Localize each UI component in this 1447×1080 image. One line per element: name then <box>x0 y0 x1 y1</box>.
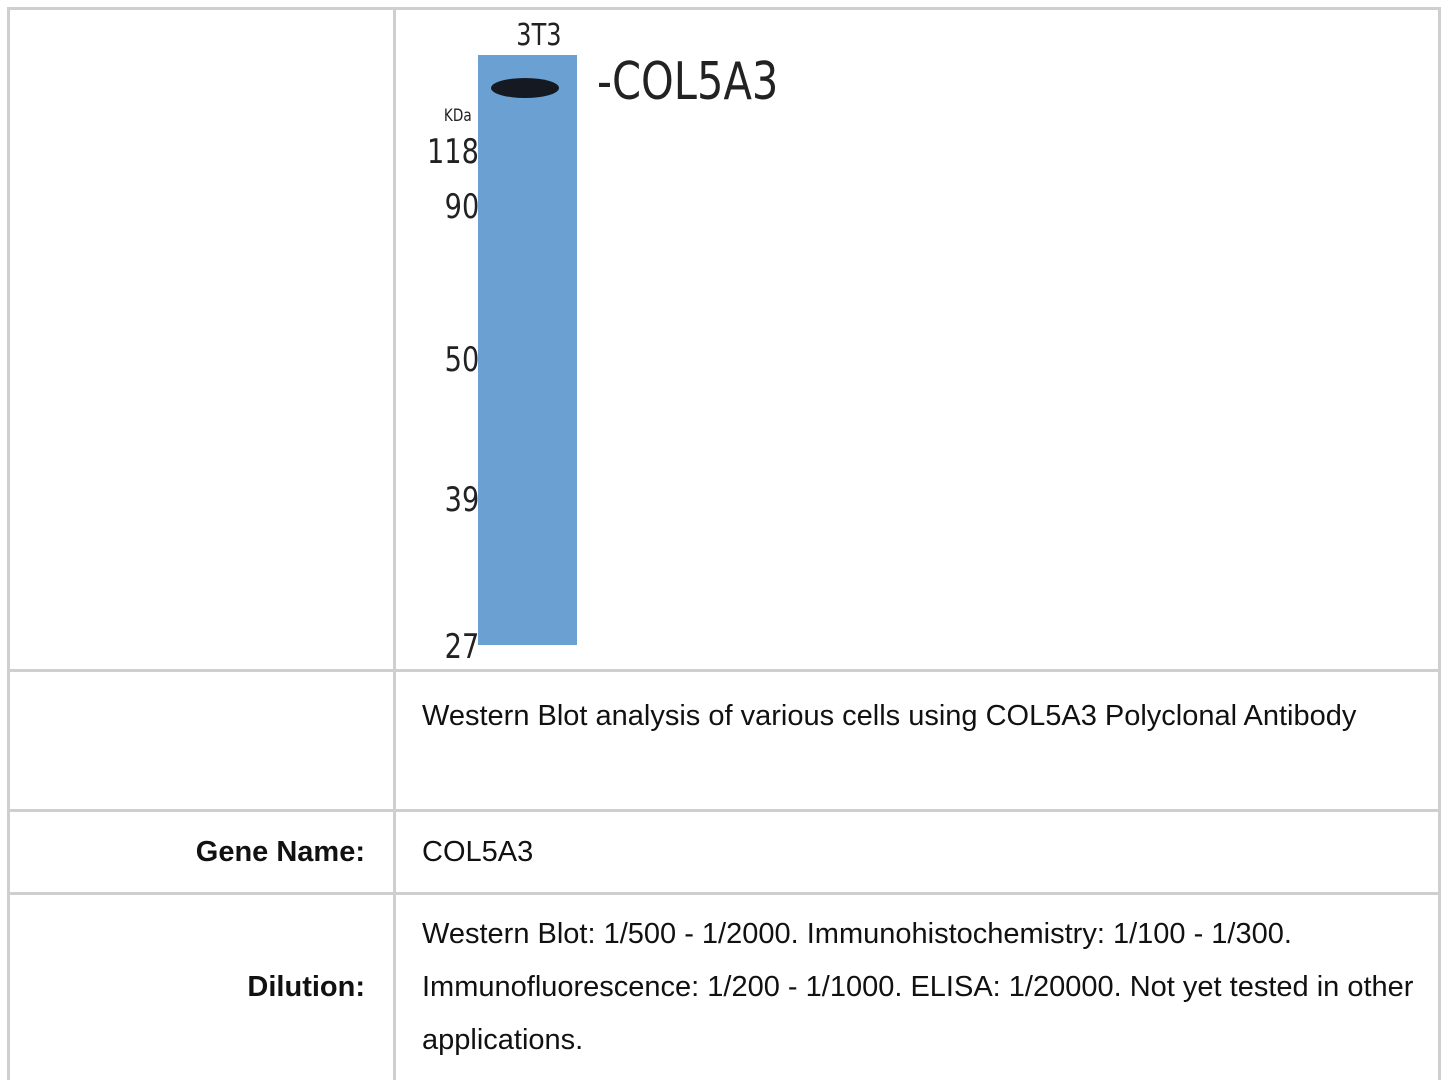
border <box>7 892 1441 895</box>
marker-label: 27 <box>444 627 479 667</box>
band <box>491 78 559 98</box>
border <box>7 669 1441 672</box>
unit-label: KDa <box>444 106 472 126</box>
row-value: COL5A3 <box>422 826 1432 879</box>
marker-label: 90 <box>444 187 479 227</box>
marker-label: 50 <box>444 340 479 380</box>
marker-label: 118 <box>427 132 479 172</box>
border <box>7 7 10 1080</box>
band-label: -COL5A3 <box>597 52 778 112</box>
lane-label: 3T3 <box>516 18 561 53</box>
blot-image <box>470 50 590 650</box>
marker-label: 39 <box>444 480 479 520</box>
page: 3T3 KDa 118 90 50 39 27 -COL5A3 Western … <box>0 0 1447 1080</box>
row-label: Dilution: <box>8 961 365 1014</box>
border <box>7 809 1441 812</box>
lane <box>478 55 577 645</box>
row-label: Gene Name: <box>8 826 365 879</box>
row-value: Western Blot: 1/500 - 1/2000. Immunohist… <box>422 908 1432 1067</box>
border <box>393 7 396 1080</box>
border <box>1438 7 1441 1080</box>
caption: Western Blot analysis of various cells u… <box>422 690 1432 743</box>
border <box>7 7 1441 10</box>
